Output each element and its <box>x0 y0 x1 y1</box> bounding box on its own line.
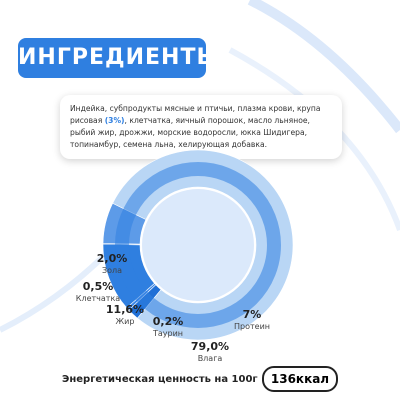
value-label: 11,6% <box>106 303 144 316</box>
center <box>142 189 254 301</box>
value-label: 79,0% <box>191 340 229 353</box>
category-label: Зола <box>102 266 122 275</box>
title: ИНГРЕДИЕНТЫ <box>18 38 219 78</box>
category-label: Клетчатка <box>76 294 120 303</box>
category-label: Влага <box>198 354 223 363</box>
category-label: Протеин <box>234 322 270 331</box>
ring <box>115 162 281 328</box>
ingredients-text: Индейка, субпродукты мясные и птичьи, пл… <box>70 104 321 125</box>
value-label: 0,5% <box>83 280 114 293</box>
energy-label: Энергетическая ценность на 100г <box>62 374 258 385</box>
category-label: Жир <box>116 317 135 326</box>
value-label: 0,2% <box>153 315 184 328</box>
energy-value: 136ккал <box>262 366 338 392</box>
value-label: 7% <box>243 308 262 321</box>
ingredients-text: , клетчатка, яичный порошок, масло льнян… <box>70 116 310 149</box>
ingredients-highlight: (3%) <box>104 116 125 125</box>
ingredients: Индейка, субпродукты мясные и птичьи, пл… <box>60 95 342 159</box>
value-label: 2,0% <box>97 252 128 265</box>
pie-slice <box>112 149 294 341</box>
category-label: Таурин <box>152 329 183 338</box>
